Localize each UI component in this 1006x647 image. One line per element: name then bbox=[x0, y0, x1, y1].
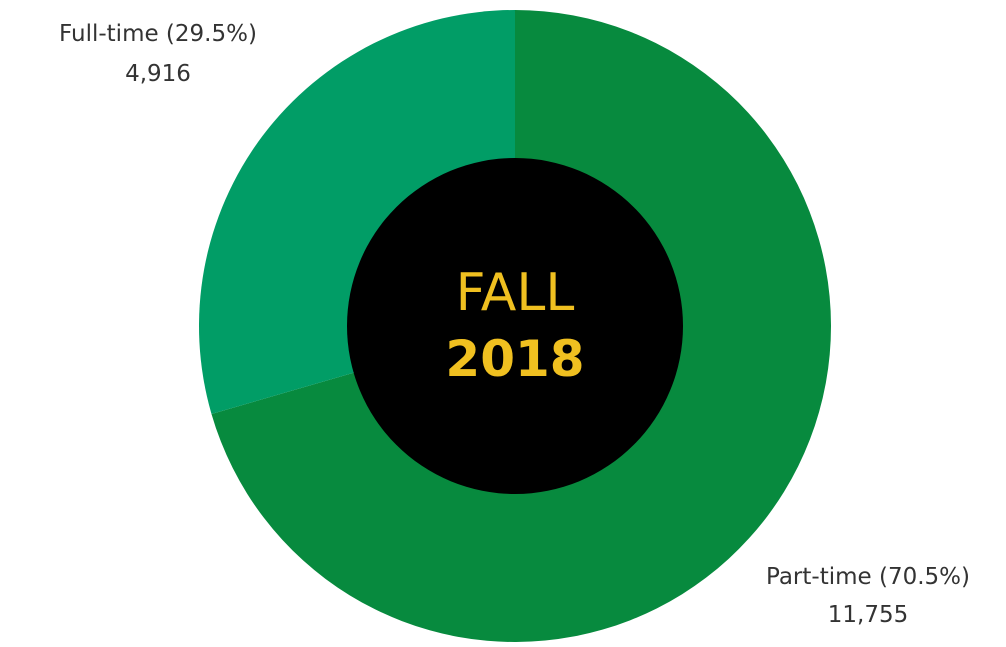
label-full-time-percent: Full-time (29.5%) bbox=[59, 21, 257, 47]
center-label-season: FALL bbox=[456, 263, 575, 323]
slice-labels-group: Part-time (70.5%) 11,755 Full-time (29.5%)… bbox=[59, 21, 970, 628]
label-part-time-count: 11,755 bbox=[828, 602, 908, 628]
label-part-time-percent: Part-time (70.5%) bbox=[766, 564, 970, 590]
center-hole bbox=[347, 158, 683, 494]
center-label-year: 2018 bbox=[445, 330, 584, 388]
label-full-time-count: 4,916 bbox=[125, 61, 191, 87]
